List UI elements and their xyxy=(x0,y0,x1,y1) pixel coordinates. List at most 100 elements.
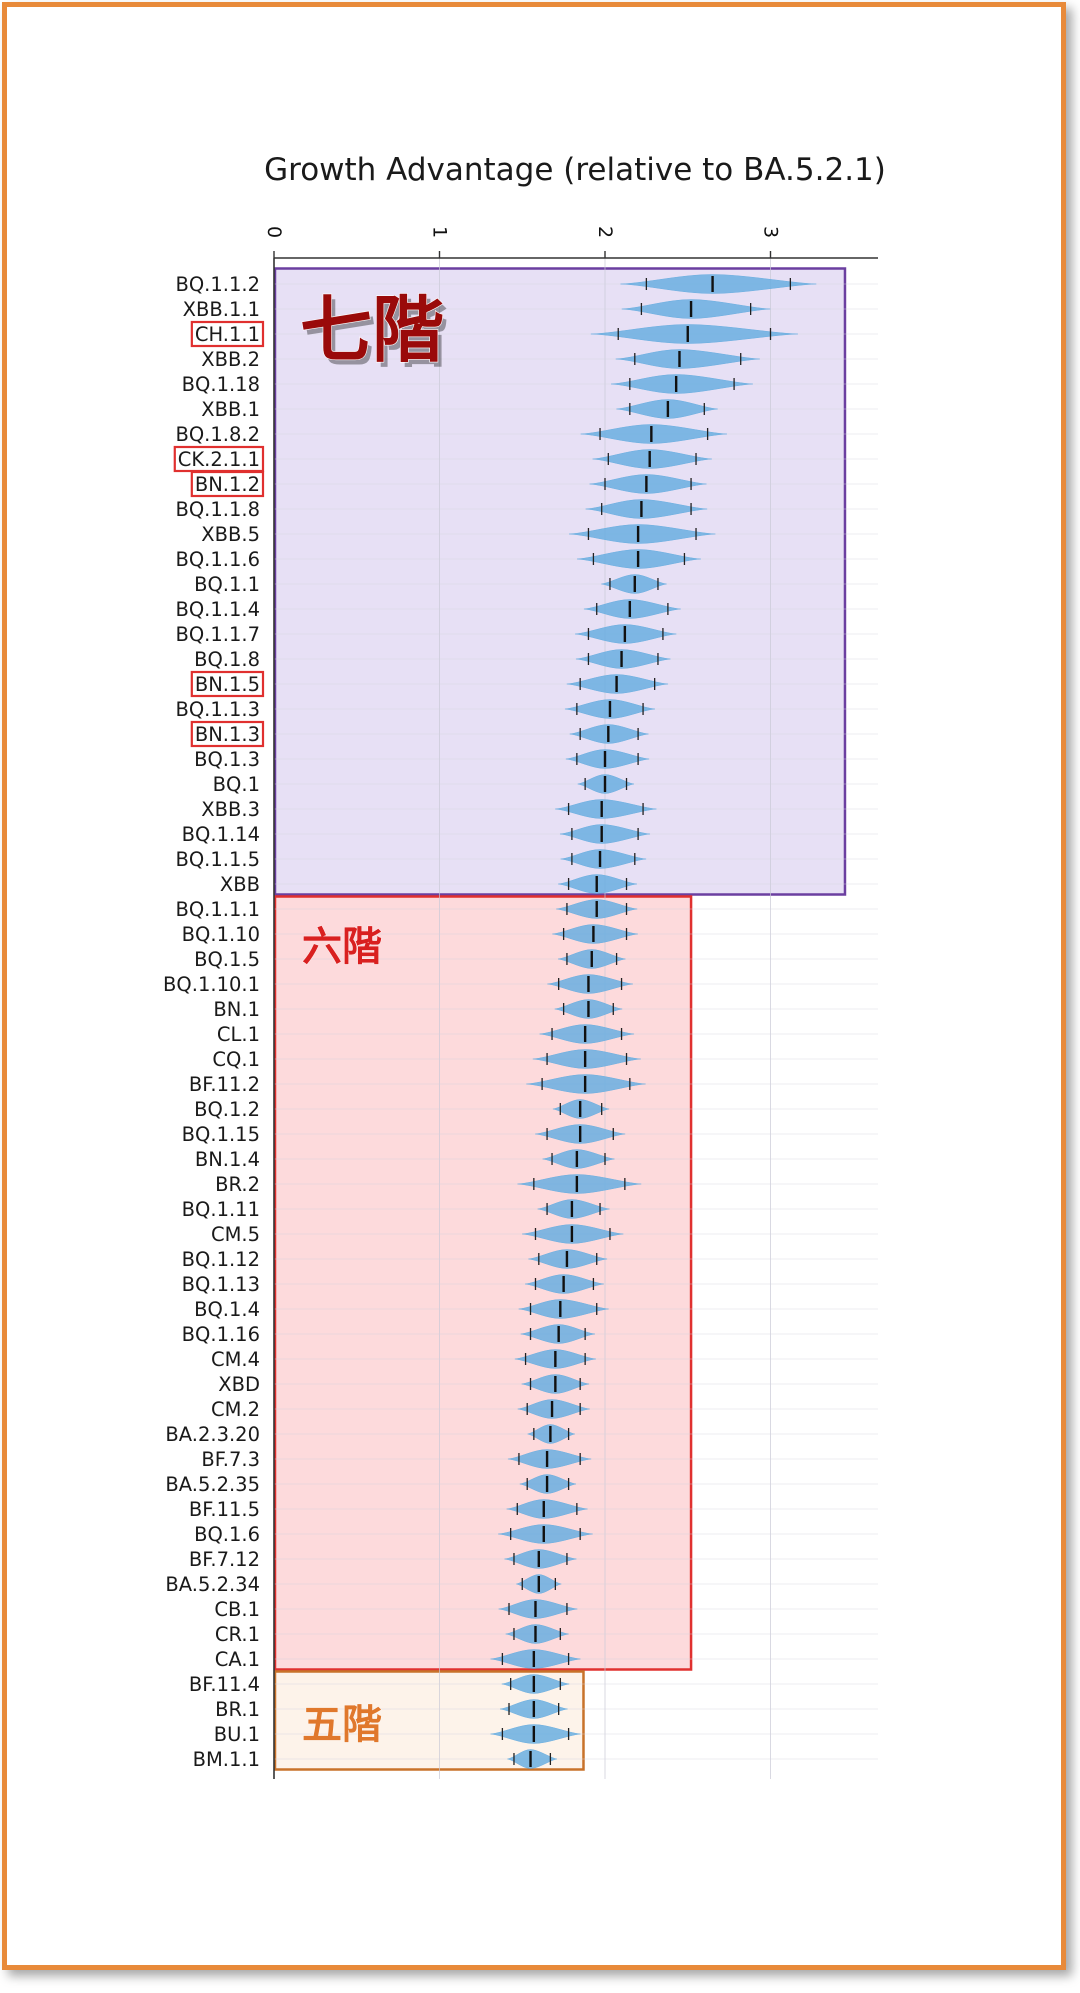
violin-CA.1 xyxy=(490,1649,581,1669)
tier-label: 七階 xyxy=(300,287,444,372)
category-label: BF.11.5 xyxy=(189,1498,260,1521)
category-label: BF.7.12 xyxy=(189,1548,260,1571)
violin-BN.1.2 xyxy=(589,474,707,494)
violin-BQ.1.8 xyxy=(575,649,671,669)
category-label: XBB xyxy=(220,873,260,896)
tier-box xyxy=(273,267,847,896)
violin-BM.1.1 xyxy=(507,1749,557,1769)
category-label: XBB.1 xyxy=(201,398,260,421)
category-label: XBB.5 xyxy=(201,523,260,546)
violin-BQ.1.6 xyxy=(498,1524,593,1544)
category-label: BQ.1.1.4 xyxy=(175,598,260,621)
category-label: BQ.1.1.6 xyxy=(175,548,260,571)
category-label: BQ.1.4 xyxy=(194,1298,260,1321)
violin-BQ.1.10 xyxy=(552,924,638,944)
highlight-box xyxy=(190,320,265,348)
violin-BU.1 xyxy=(490,1724,581,1744)
category-label: CK.2.1.1 xyxy=(178,448,260,471)
violin-XBB.1.1 xyxy=(621,299,771,319)
x-tick-label: 1 xyxy=(429,226,451,238)
category-label: BM.1.1 xyxy=(193,1748,260,1771)
category-label: CM.4 xyxy=(211,1348,260,1371)
violin-BQ.1.18 xyxy=(611,374,753,394)
violin-BQ.1.1.4 xyxy=(583,599,681,619)
category-labels: BQ.1.1.2XBB.1.1CH.1.1XBB.2BQ.1.18XBB.1BQ… xyxy=(163,273,265,1771)
category-label: BQ.1.15 xyxy=(182,1123,260,1146)
category-label: CM.2 xyxy=(211,1398,260,1421)
violin-BQ.1.1.2 xyxy=(620,274,817,294)
category-label: BQ.1.1 xyxy=(194,573,260,596)
category-label: XBD xyxy=(218,1373,260,1396)
violin-BF.11.5 xyxy=(506,1499,588,1519)
category-label: CB.1 xyxy=(214,1598,260,1621)
category-label: BQ.1.8.2 xyxy=(175,423,260,446)
category-label: BQ.1.10 xyxy=(182,923,260,946)
category-label: BQ.1.6 xyxy=(194,1523,260,1546)
category-label: BN.1.4 xyxy=(195,1148,260,1171)
category-label: BA.5.2.34 xyxy=(165,1573,260,1596)
category-label: BU.1 xyxy=(214,1723,260,1746)
violin-BF.11.4 xyxy=(501,1674,570,1694)
category-label: CA.1 xyxy=(215,1648,260,1671)
category-label: CR.1 xyxy=(215,1623,260,1646)
violin-CQ.1 xyxy=(532,1049,641,1069)
violin-CH.1.1 xyxy=(590,324,798,344)
violin-BQ.1.11 xyxy=(537,1199,610,1219)
category-label: BQ.1.1.3 xyxy=(175,698,260,721)
category-label: CQ.1 xyxy=(212,1048,260,1071)
category-label: XBB.1.1 xyxy=(183,298,260,321)
violin-BR.2 xyxy=(517,1174,642,1194)
category-label: BQ.1.1.5 xyxy=(175,848,260,871)
category-label: BQ.1.1.2 xyxy=(175,273,260,296)
category-label: BQ.1.5 xyxy=(194,948,260,971)
x-tick-label: 0 xyxy=(263,226,285,238)
violin-CK.2.1.1 xyxy=(592,449,712,469)
category-label: BF.11.4 xyxy=(189,1673,260,1696)
tier-boxes xyxy=(273,267,847,1771)
category-label: BQ.1.3 xyxy=(194,748,260,771)
category-label: XBB.2 xyxy=(201,348,260,371)
tier-label: 六階 xyxy=(302,923,382,970)
category-label: BQ.1.16 xyxy=(182,1323,260,1346)
violin-BQ.1.8.2 xyxy=(580,424,727,444)
category-label: BQ.1.12 xyxy=(182,1248,260,1271)
category-label: BQ.1.8 xyxy=(194,648,260,671)
category-label: BQ.1.13 xyxy=(182,1273,260,1296)
category-label: BN.1.5 xyxy=(195,673,260,696)
violin-BF.7.3 xyxy=(507,1449,592,1469)
category-label: BQ.1.1.1 xyxy=(175,898,260,921)
violin-CL.1 xyxy=(539,1024,635,1044)
category-label: BR.2 xyxy=(215,1173,260,1196)
violin-series xyxy=(490,274,817,1769)
violin-XBB.5 xyxy=(569,524,716,544)
category-label: BA.2.3.20 xyxy=(165,1423,260,1446)
violin-CR.1 xyxy=(505,1624,569,1644)
highlight-box xyxy=(190,470,265,498)
category-label: XBB.3 xyxy=(201,798,260,821)
category-label: BQ.1.1.7 xyxy=(175,623,260,646)
category-label: BN.1.3 xyxy=(195,723,260,746)
category-label: BA.5.2.35 xyxy=(165,1473,260,1496)
tier-label: 五階 xyxy=(302,1701,382,1748)
category-label: BF.11.2 xyxy=(189,1073,260,1096)
violin-BQ.1.4 xyxy=(518,1299,609,1319)
category-label: BR.1 xyxy=(215,1698,260,1721)
tier-box xyxy=(273,895,693,1671)
category-label: CM.5 xyxy=(211,1223,260,1246)
category-label: BQ.1.18 xyxy=(182,373,260,396)
tier-label-shadow: 七階 xyxy=(304,292,448,377)
highlight-box xyxy=(190,670,265,698)
violin-BQ.1.14 xyxy=(559,824,651,844)
violin-BQ.1.1.8 xyxy=(585,499,708,519)
x-tick-label: 2 xyxy=(594,226,616,238)
category-label: BN.1 xyxy=(213,998,260,1021)
category-label: BQ.1.1.8 xyxy=(175,498,260,521)
chart-title: Growth Advantage (relative to BA.5.2.1) xyxy=(264,152,886,188)
category-label: BQ.1.14 xyxy=(182,823,260,846)
category-label: BQ.1.10.1 xyxy=(163,973,260,996)
violin-BQ.1.3 xyxy=(565,749,650,769)
category-label: BF.7.3 xyxy=(201,1448,260,1471)
axes: 0 1 2 3 xyxy=(263,226,878,1779)
